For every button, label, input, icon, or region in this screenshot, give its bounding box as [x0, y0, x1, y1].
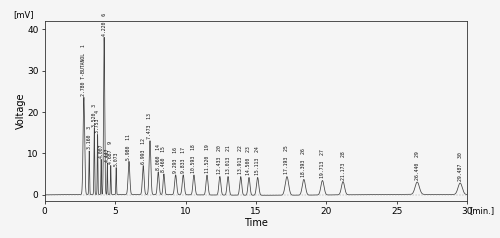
Text: 4.007: 4.007 — [98, 143, 103, 158]
Text: 17.193  25: 17.193 25 — [284, 145, 290, 174]
Text: 4.447: 4.447 — [105, 147, 110, 162]
Text: 6.993  12: 6.993 12 — [140, 138, 145, 164]
Text: 3.160  3: 3.160 3 — [86, 126, 92, 149]
Text: 8.060  14: 8.060 14 — [156, 144, 161, 170]
Text: 3.753  4: 3.753 4 — [95, 110, 100, 133]
Text: [mV]: [mV] — [13, 10, 34, 19]
X-axis label: Time: Time — [244, 218, 268, 228]
Text: 8.460  15: 8.460 15 — [162, 146, 166, 172]
Text: 14.500  23: 14.500 23 — [246, 146, 252, 175]
Text: 10.593  18: 10.593 18 — [192, 144, 196, 173]
Text: 2.780 T-BUTANOL  1: 2.780 T-BUTANOL 1 — [82, 44, 86, 96]
Text: 19.713  27: 19.713 27 — [320, 149, 325, 178]
Text: 13.913  22: 13.913 22 — [238, 145, 243, 174]
Text: 4.220  6: 4.220 6 — [102, 13, 106, 36]
Text: 21.173  28: 21.173 28 — [340, 151, 345, 179]
Text: 12.433  20: 12.433 20 — [218, 145, 222, 174]
Text: 26.440  29: 26.440 29 — [414, 152, 420, 180]
Text: [min.]: [min.] — [470, 206, 494, 215]
Text: 9.293  16: 9.293 16 — [173, 147, 178, 173]
Text: 29.487  30: 29.487 30 — [458, 153, 462, 181]
Text: 4.687  9: 4.687 9 — [108, 141, 113, 164]
Y-axis label: Voltage: Voltage — [16, 93, 26, 129]
Text: 3.520  3: 3.520 3 — [92, 104, 97, 127]
Text: 5.073: 5.073 — [114, 152, 118, 166]
Text: 7.473  13: 7.473 13 — [148, 113, 152, 139]
Text: 5.980  11: 5.980 11 — [126, 134, 132, 160]
Text: 11.520  19: 11.520 19 — [204, 144, 210, 173]
Text: 15.113  24: 15.113 24 — [255, 146, 260, 175]
Text: 9.833  17: 9.833 17 — [180, 147, 186, 173]
Text: 18.393  26: 18.393 26 — [302, 148, 306, 177]
Text: 13.013  21: 13.013 21 — [226, 145, 230, 174]
